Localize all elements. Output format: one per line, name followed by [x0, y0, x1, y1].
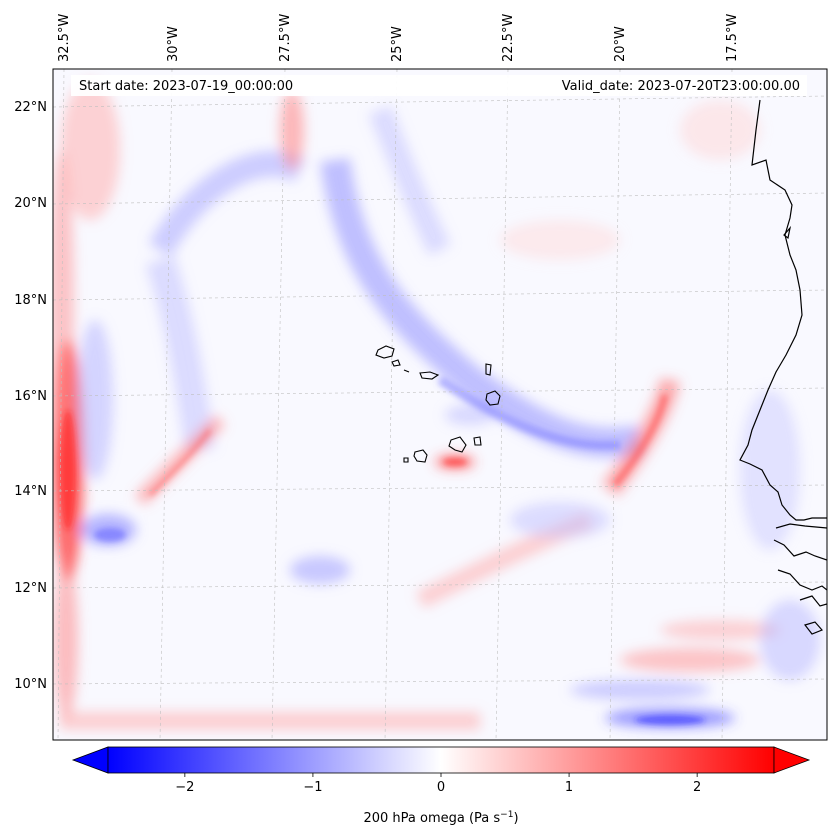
lat-label: 12°N [14, 581, 47, 596]
start-date-text: Start date: 2023-07-19_00:00:00 [79, 79, 293, 94]
map-panel [52, 68, 828, 741]
longitude-labels: 32.5°W 30°W 27.5°W 25°W 22.5°W 20°W 17.5… [57, 14, 740, 62]
lat-label: 18°N [14, 293, 47, 308]
lat-label: 16°N [14, 389, 47, 404]
lon-label: 32.5°W [57, 14, 72, 62]
lat-label: 22°N [14, 100, 47, 115]
colorbar-extend-min [71, 746, 109, 774]
lat-label: 10°N [14, 677, 47, 692]
lon-label: 27.5°W [278, 14, 293, 62]
lat-label: 14°N [14, 484, 47, 499]
colorbar-label: 200 hPa omega (Pa s−1) [363, 810, 518, 826]
coastlines [739, 99, 827, 635]
colorbar-tick-label: −2 [175, 780, 194, 795]
lon-label: 22.5°W [501, 14, 516, 62]
lon-label: 30°W [166, 26, 181, 62]
colorbar-tick-label: 1 [565, 780, 573, 795]
map-gridlines [52, 68, 828, 741]
lon-label: 17.5°W [725, 14, 740, 62]
lon-label: 20°W [613, 26, 628, 62]
map-frame [52, 68, 828, 741]
colorbar-tick-label: −1 [303, 780, 322, 795]
omega-field-detail [60, 376, 705, 725]
colorbar-extend-max [773, 746, 811, 774]
date-header: Start date: 2023-07-19_00:00:00 Valid_da… [71, 75, 807, 96]
valid-date-text: Valid_date: 2023-07-20T23:00:00.00 [562, 79, 800, 94]
omega-field [53, 80, 820, 730]
latitude-labels: 22°N 20°N 18°N 16°N 14°N 12°N 10°N [14, 100, 47, 692]
colorbar-gradient [107, 746, 775, 774]
lat-label: 20°N [14, 196, 47, 211]
african-coast [739, 99, 827, 521]
cape-verde-islands [375, 345, 501, 463]
colorbar-ticks: −2 −1 0 1 2 [175, 773, 701, 795]
colorbar: −2 −1 0 1 2 200 hPa omega (Pa s−1) [71, 746, 811, 826]
colorbar-tick-label: 2 [693, 780, 701, 795]
colorbar-tick-label: 0 [437, 780, 445, 795]
lon-label: 25°W [390, 26, 405, 62]
